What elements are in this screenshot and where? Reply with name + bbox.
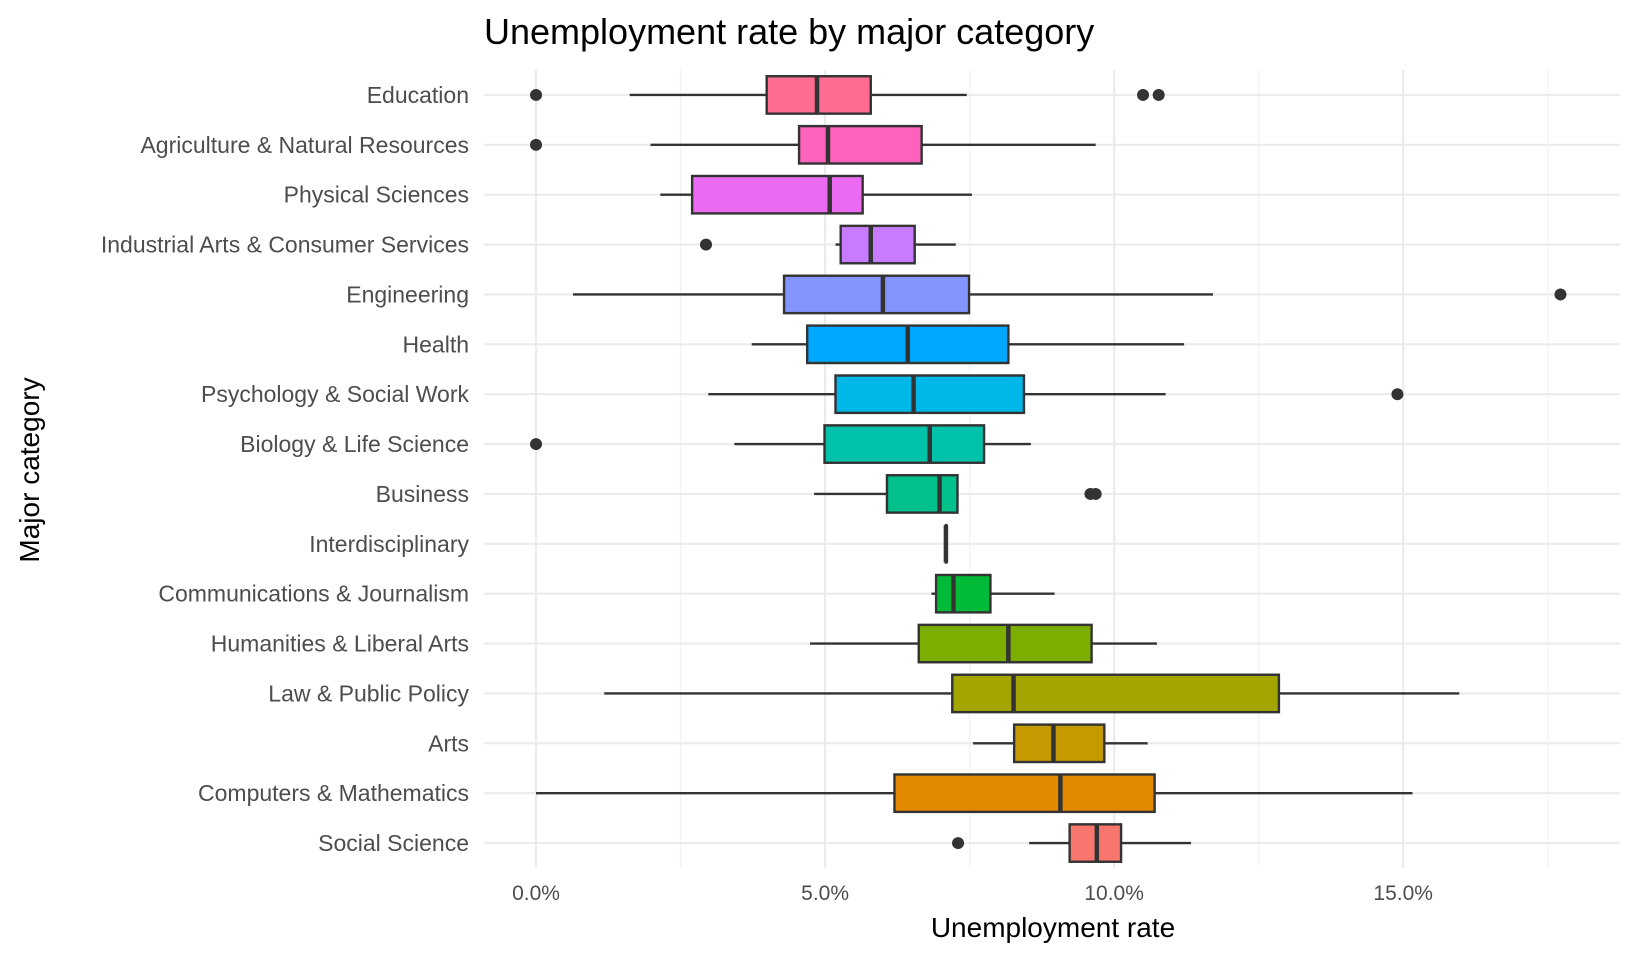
iqr-box bbox=[690, 174, 864, 215]
box-computers-mathematics bbox=[536, 773, 1413, 814]
iqr-box bbox=[834, 374, 1026, 415]
y-axis-title: Major category bbox=[14, 377, 45, 562]
box-business bbox=[814, 474, 1102, 514]
x-tick-label: 5.0% bbox=[801, 882, 849, 905]
y-tick-label: Engineering bbox=[346, 281, 469, 307]
x-tick-labels: 0.0% 5.0% 10.0% 15.0% bbox=[512, 882, 1433, 905]
outlier-point bbox=[530, 438, 543, 451]
box-series bbox=[530, 75, 1567, 863]
box-interdisciplinary bbox=[943, 523, 949, 564]
y-tick-label: Health bbox=[403, 331, 469, 357]
y-tick-label: Law & Public Policy bbox=[268, 680, 469, 706]
y-tick-label: Education bbox=[367, 82, 469, 108]
outlier-point bbox=[699, 238, 712, 251]
box-agriculture-natural-resources bbox=[530, 124, 1096, 165]
iqr-box bbox=[839, 224, 916, 265]
iqr-box bbox=[885, 474, 959, 514]
y-tick-labels: Education Agriculture & Natural Resources… bbox=[101, 82, 470, 856]
y-tick-label: Industrial Arts & Consumer Services bbox=[101, 232, 469, 258]
iqr-box bbox=[823, 424, 986, 464]
outlier-point bbox=[1554, 288, 1567, 301]
outlier-point bbox=[1152, 88, 1165, 101]
x-tick-label: 10.0% bbox=[1084, 882, 1144, 905]
y-tick-label: Agriculture & Natural Resources bbox=[140, 132, 469, 158]
iqr-box bbox=[934, 573, 992, 614]
iqr-box bbox=[951, 673, 1281, 714]
iqr-box bbox=[797, 124, 923, 165]
box-physical-sciences bbox=[660, 174, 972, 215]
y-tick-label: Social Science bbox=[318, 830, 469, 856]
minor-gridlines bbox=[679, 70, 1549, 868]
y-tick-label: Interdisciplinary bbox=[309, 531, 469, 557]
box-education bbox=[530, 75, 1165, 115]
box-health bbox=[751, 324, 1185, 365]
box-arts bbox=[973, 723, 1148, 764]
iqr-box bbox=[1012, 723, 1106, 764]
x-axis-title: Unemployment rate bbox=[931, 912, 1175, 943]
iqr-box bbox=[782, 274, 971, 315]
box-industrial-arts-consumer-services bbox=[699, 224, 956, 265]
y-tick-label: Computers & Mathematics bbox=[198, 780, 469, 806]
box-social-science bbox=[952, 823, 1192, 863]
y-tick-label: Communications & Journalism bbox=[158, 581, 469, 607]
box-engineering bbox=[573, 274, 1567, 315]
outlier-point bbox=[1137, 88, 1150, 101]
y-tick-label: Biology & Life Science bbox=[240, 431, 469, 457]
y-tick-label: Physical Sciences bbox=[284, 182, 469, 208]
box-humanities-liberal-arts bbox=[810, 623, 1157, 664]
box-communications-journalism bbox=[931, 573, 1055, 614]
iqr-box bbox=[917, 623, 1093, 664]
box-law-public-policy bbox=[604, 673, 1460, 714]
box-biology-life-science bbox=[530, 424, 1031, 464]
outlier-point bbox=[952, 837, 965, 850]
outlier-point bbox=[1089, 487, 1102, 500]
y-tick-label: Humanities & Liberal Arts bbox=[211, 631, 469, 657]
box-psychology-social-work bbox=[708, 374, 1404, 415]
outlier-point bbox=[530, 138, 543, 151]
x-tick-label: 15.0% bbox=[1373, 882, 1433, 905]
chart-title: Unemployment rate by major category bbox=[484, 11, 1094, 52]
y-tick-label: Psychology & Social Work bbox=[201, 381, 470, 407]
y-tick-label: Arts bbox=[428, 730, 469, 756]
iqr-box bbox=[893, 773, 1156, 814]
x-tick-label: 0.0% bbox=[512, 882, 560, 905]
outlier-point bbox=[1391, 388, 1404, 401]
outlier-point bbox=[530, 88, 543, 101]
y-tick-label: Business bbox=[376, 481, 469, 507]
